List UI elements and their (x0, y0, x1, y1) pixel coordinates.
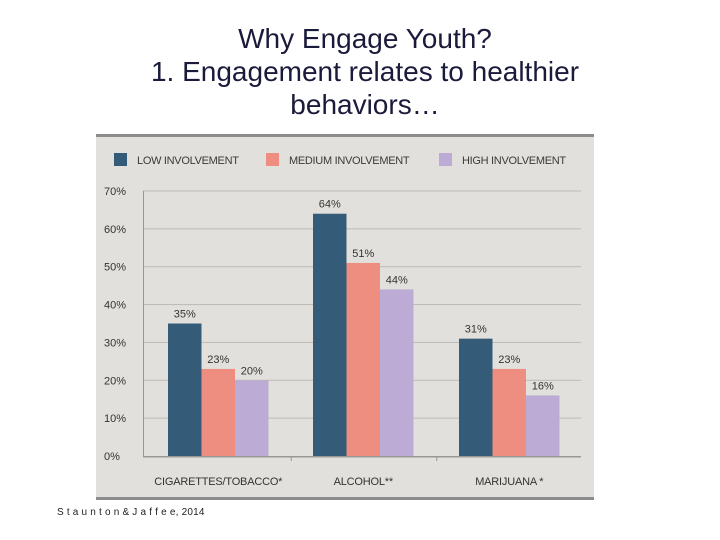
y-tick-label: 60% (104, 224, 126, 236)
gridline (143, 228, 581, 230)
data-label: 16% (532, 380, 554, 392)
slide-title: Why Engage Youth? 1. Engagement relates … (0, 22, 720, 121)
legend-label: MEDIUM INVOLVEMENT (289, 155, 410, 167)
data-label: 23% (207, 354, 229, 366)
x-axis-line (143, 456, 581, 458)
data-label: 35% (174, 309, 196, 321)
x-category-label: CIGARETTES/TOBACCO* (154, 476, 283, 488)
legend-swatch (439, 153, 452, 166)
legend-label: HIGH INVOLVEMENT (462, 155, 566, 167)
bar (346, 262, 380, 456)
y-axis-line (143, 191, 144, 456)
bar (492, 368, 526, 456)
y-tick-label: 50% (104, 262, 126, 274)
data-label: 64% (319, 199, 341, 211)
y-tick-label: 30% (104, 337, 126, 349)
citation: S t a u n t o n & J a f f e e, 2014 (57, 507, 205, 518)
bar (235, 380, 269, 456)
gridline (143, 190, 581, 192)
x-tick (436, 456, 438, 461)
bar (313, 213, 347, 456)
x-category-label: ALCOHOL** (334, 476, 394, 488)
data-label: 51% (352, 248, 374, 260)
legend-swatch (266, 153, 279, 166)
data-label: 23% (498, 354, 520, 366)
title-line-1: Why Engage Youth? (238, 23, 492, 54)
title-line-2: 1. Engagement relates to healthier (150, 56, 580, 87)
data-label: 31% (465, 324, 487, 336)
data-label: 20% (241, 365, 263, 377)
bar (168, 323, 202, 456)
y-tick-label: 40% (104, 300, 126, 312)
legend-swatch (114, 153, 127, 166)
bar-chart: 0% 10% 20% 30% 40% 50% 60% 70% LOW INVOLVEMENT ME… (104, 153, 581, 488)
x-tick (290, 456, 292, 461)
y-tick-label: 0% (104, 451, 120, 463)
x-category-label: MARIJUANA * (475, 476, 544, 488)
bar (459, 338, 493, 456)
title-line-3: behaviors… (290, 89, 440, 120)
y-tick-label: 10% (104, 413, 126, 425)
legend-label: LOW INVOLVEMENT (137, 155, 239, 167)
bar (201, 368, 235, 456)
data-label: 44% (386, 274, 408, 286)
bar (526, 395, 560, 456)
y-tick-label: 70% (104, 186, 126, 198)
y-tick-label: 20% (104, 375, 126, 387)
bar (380, 289, 414, 456)
